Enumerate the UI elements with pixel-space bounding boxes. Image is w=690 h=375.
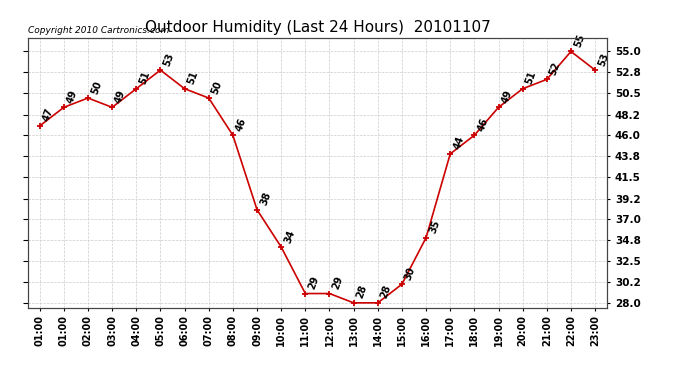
Text: 29: 29 <box>307 274 321 291</box>
Text: 29: 29 <box>331 274 345 291</box>
Text: 53: 53 <box>162 51 176 67</box>
Text: 44: 44 <box>452 135 466 151</box>
Text: 35: 35 <box>428 219 442 235</box>
Text: 51: 51 <box>186 70 200 86</box>
Text: 28: 28 <box>380 284 393 300</box>
Text: 38: 38 <box>259 191 273 207</box>
Text: 51: 51 <box>524 70 538 86</box>
Text: 53: 53 <box>597 51 611 67</box>
Text: 30: 30 <box>404 266 417 282</box>
Text: 34: 34 <box>283 228 297 244</box>
Text: 52: 52 <box>549 60 562 76</box>
Text: 49: 49 <box>114 88 128 105</box>
Text: 49: 49 <box>66 88 79 105</box>
Text: 46: 46 <box>476 116 490 132</box>
Text: 55: 55 <box>573 33 586 49</box>
Text: 50: 50 <box>210 79 224 95</box>
Text: 47: 47 <box>41 107 55 123</box>
Text: 46: 46 <box>235 116 248 132</box>
Text: 50: 50 <box>90 79 104 95</box>
Text: Copyright 2010 Cartronics.com: Copyright 2010 Cartronics.com <box>28 26 169 35</box>
Title: Outdoor Humidity (Last 24 Hours)  20101107: Outdoor Humidity (Last 24 Hours) 2010110… <box>144 20 491 35</box>
Text: 49: 49 <box>500 88 514 105</box>
Text: 51: 51 <box>138 70 152 86</box>
Text: 28: 28 <box>355 284 369 300</box>
